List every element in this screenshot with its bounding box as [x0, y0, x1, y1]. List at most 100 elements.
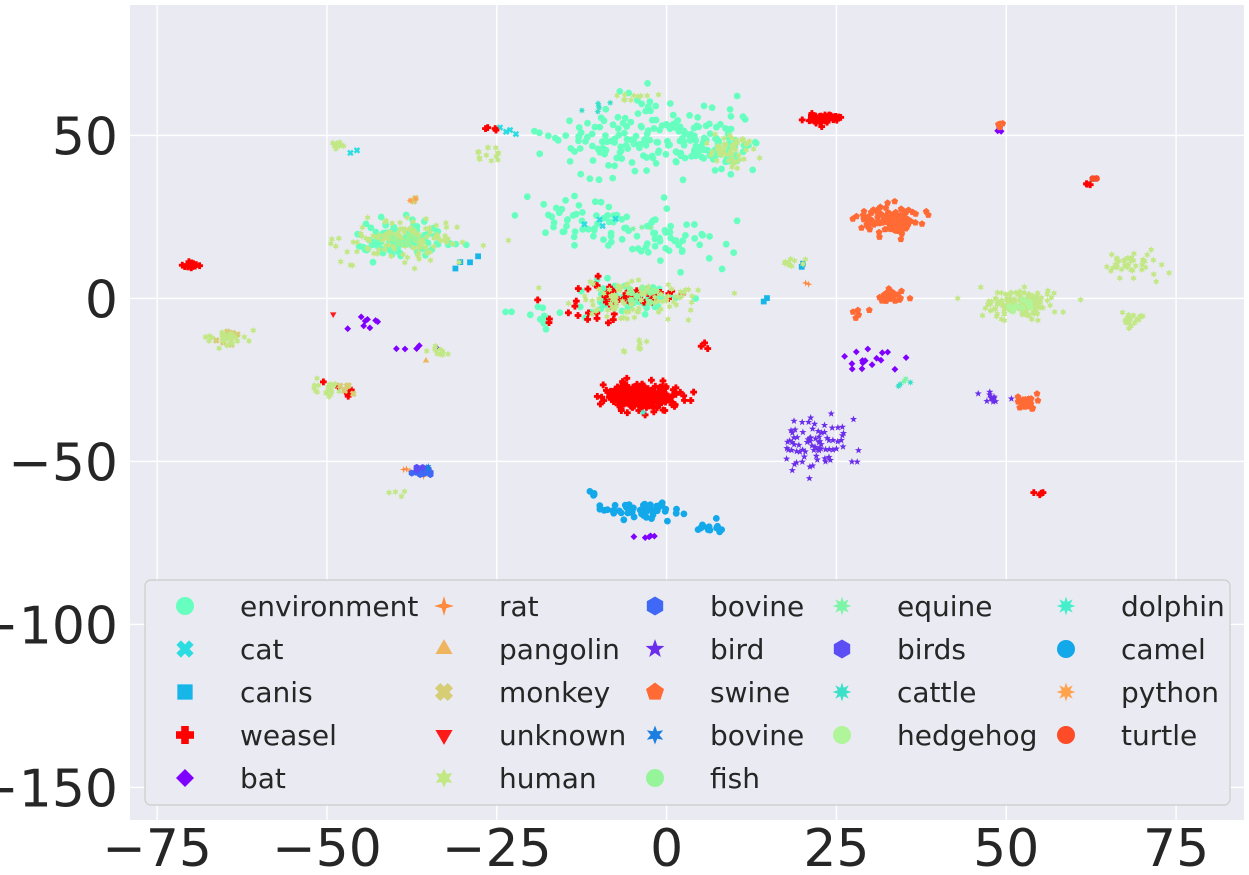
data-point — [534, 296, 542, 304]
data-point — [400, 250, 407, 259]
legend-label: swine — [710, 676, 790, 709]
data-point — [581, 292, 588, 300]
data-point — [502, 128, 510, 136]
data-point — [1032, 306, 1039, 314]
data-point — [811, 420, 819, 428]
data-point — [540, 200, 548, 208]
data-point — [646, 298, 654, 306]
data-point — [618, 155, 626, 162]
data-point — [740, 155, 748, 163]
data-point — [1077, 296, 1084, 304]
data-point — [694, 149, 702, 157]
data-point — [791, 257, 798, 265]
data-point — [716, 150, 723, 158]
data-point — [654, 297, 661, 305]
data-point — [649, 398, 657, 405]
data-point — [591, 123, 599, 131]
data-point — [792, 458, 801, 466]
legend-marker — [646, 725, 664, 745]
data-point — [841, 353, 848, 360]
data-point — [656, 237, 664, 245]
data-point — [435, 234, 442, 242]
data-point — [1119, 308, 1126, 317]
data-point — [590, 491, 598, 498]
data-point — [633, 380, 641, 388]
legend-item: cattle — [832, 676, 977, 709]
data-point — [398, 492, 405, 500]
data-point — [742, 140, 750, 148]
data-point — [692, 143, 700, 151]
data-point — [571, 228, 579, 235]
data-point — [539, 304, 547, 312]
data-point — [419, 236, 426, 244]
series-pangolin — [422, 356, 430, 363]
data-point — [600, 397, 608, 404]
legend-marker — [1057, 726, 1075, 744]
data-point — [811, 443, 819, 451]
data-point — [629, 383, 637, 391]
data-point — [1033, 390, 1041, 397]
data-point — [615, 507, 623, 515]
data-point — [614, 125, 622, 132]
data-point — [626, 390, 633, 397]
data-point — [410, 244, 417, 252]
data-points — [178, 80, 1173, 541]
y-tick-label: −100 — [0, 596, 118, 656]
data-point — [614, 282, 621, 290]
data-point — [607, 300, 614, 308]
data-point — [627, 96, 634, 104]
data-point — [814, 427, 822, 435]
data-point — [1130, 311, 1137, 319]
data-point — [638, 393, 645, 401]
data-point — [811, 434, 820, 442]
data-point — [722, 125, 729, 132]
legend-item: human — [435, 762, 597, 795]
data-point — [799, 428, 807, 436]
data-point — [390, 230, 397, 238]
data-point — [848, 457, 856, 465]
data-point — [839, 429, 848, 437]
data-point — [595, 176, 603, 184]
data-point — [665, 290, 673, 297]
legend-item: swine — [646, 676, 790, 709]
data-point — [1144, 251, 1151, 259]
data-point — [441, 236, 448, 244]
data-point — [867, 209, 875, 216]
data-point — [662, 505, 670, 513]
data-point — [642, 513, 650, 521]
data-point — [620, 96, 627, 104]
data-point — [1001, 316, 1008, 325]
data-point — [648, 506, 656, 514]
data-point — [1113, 255, 1120, 264]
data-point — [891, 365, 899, 373]
data-point — [423, 243, 430, 251]
data-point — [713, 157, 720, 165]
data-point — [706, 233, 713, 240]
data-point — [673, 118, 680, 126]
data-point — [1132, 262, 1139, 270]
data-point — [690, 124, 698, 132]
data-point — [1122, 319, 1129, 327]
data-point — [415, 252, 422, 261]
x-tick-label: −25 — [442, 819, 552, 875]
data-point — [877, 356, 885, 364]
data-point — [325, 393, 332, 401]
data-point — [602, 132, 609, 140]
data-point — [656, 383, 664, 391]
data-point — [708, 151, 715, 159]
data-point — [1038, 294, 1045, 302]
data-point — [347, 386, 355, 394]
data-point — [562, 197, 569, 204]
legend-item: dolphin — [1056, 590, 1225, 623]
data-point — [709, 148, 716, 156]
data-point — [697, 524, 705, 532]
data-point — [994, 289, 1001, 297]
data-point — [680, 392, 688, 400]
data-point — [616, 88, 624, 95]
data-point — [544, 132, 552, 140]
data-point — [660, 389, 668, 397]
data-point — [350, 238, 357, 246]
data-point — [672, 158, 680, 166]
legend-marker — [832, 596, 852, 616]
legend-label: monkey — [499, 676, 610, 709]
